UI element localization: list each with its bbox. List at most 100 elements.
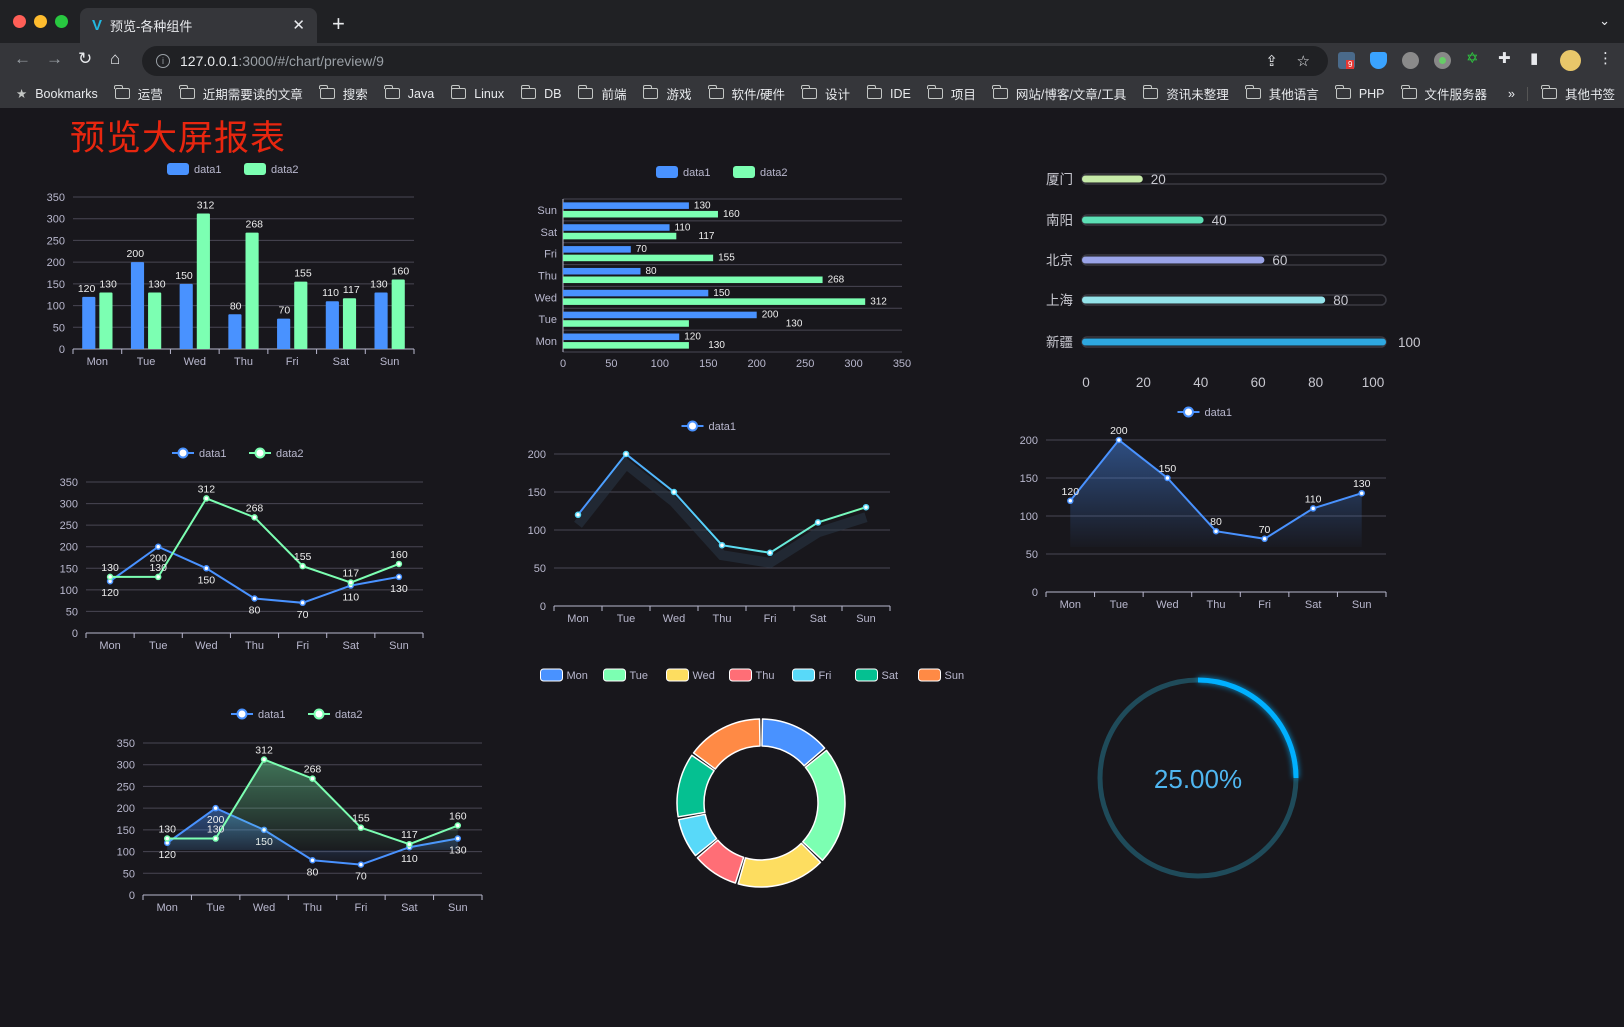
- legend-item-data1[interactable]: data1: [1177, 406, 1233, 419]
- gem-extension-icon[interactable]: [1370, 52, 1387, 69]
- site-info-icon[interactable]: i: [156, 54, 170, 68]
- y-tick-label: 300: [60, 499, 78, 511]
- point-data2-Thu: [309, 775, 316, 782]
- legend-item-data1[interactable]: data1: [231, 708, 286, 721]
- legend-item-Sat[interactable]: Sat: [855, 668, 899, 682]
- legend-item-Wed[interactable]: Wed: [666, 668, 715, 682]
- maximize-window-button[interactable]: [55, 15, 68, 28]
- bookmark-item[interactable]: 文件服务器: [1401, 84, 1488, 103]
- bookmark-item[interactable]: DB: [520, 85, 561, 101]
- y-tick-label: 0: [72, 628, 78, 640]
- legend-item-Thu[interactable]: Thu: [729, 668, 775, 682]
- bookmark-item[interactable]: 前端: [577, 84, 626, 103]
- legend-item-Sun[interactable]: Sun: [918, 668, 965, 682]
- donut-slice-Fri[interactable]: [677, 813, 718, 857]
- legend-item-data1[interactable]: data1: [681, 420, 737, 433]
- bar-data1-Fri: [277, 318, 291, 349]
- bookmark-item[interactable]: 设计: [801, 84, 850, 103]
- legend-item-Mon[interactable]: Mon: [540, 668, 588, 682]
- donut-slice-Wed[interactable]: [737, 842, 822, 888]
- bookmark-item[interactable]: Java: [384, 85, 434, 101]
- folder-icon: [1245, 85, 1261, 99]
- donut-slice-Sun[interactable]: [692, 718, 761, 770]
- progress-fill: [1082, 216, 1204, 224]
- menu-kebab-icon[interactable]: ⋮: [1598, 50, 1613, 67]
- bookmark-star-icon[interactable]: ☆: [1296, 53, 1310, 70]
- legend-item-Fri[interactable]: Fri: [792, 668, 832, 682]
- donut-slice-Tue[interactable]: [801, 749, 846, 861]
- more-bookmarks-button[interactable]: »: [1508, 86, 1528, 101]
- extensions-puzzle-icon[interactable]: ✚: [1498, 50, 1511, 67]
- browser-tab[interactable]: V 预览-各种组件 ✕: [80, 8, 317, 43]
- legend-item-Tue[interactable]: Tue: [603, 668, 649, 682]
- profile-avatar[interactable]: [1560, 50, 1581, 71]
- bookmark-item[interactable]: 网站/博客/文章/工具: [992, 84, 1126, 103]
- legend-marker: [313, 708, 325, 720]
- legend-item-data2[interactable]: data2: [308, 708, 363, 721]
- close-tab-icon[interactable]: ✕: [292, 17, 305, 34]
- data-label: 160: [392, 266, 410, 278]
- bookmark-item[interactable]: 运营: [114, 84, 163, 103]
- x-tick-label: Sun: [380, 356, 400, 368]
- bookmark-item[interactable]: PHP: [1335, 85, 1385, 101]
- donut-chart: Mon Tue Wed Thu Fri Sat Sun: [540, 668, 965, 888]
- bookmark-item[interactable]: 资讯未整理: [1142, 84, 1229, 103]
- minimize-window-button[interactable]: [34, 15, 47, 28]
- other-bookmarks[interactable]: 其他书签: [1541, 84, 1615, 103]
- bookmark-item[interactable]: Linux: [450, 85, 504, 101]
- data-label: 130: [390, 583, 408, 595]
- reload-icon[interactable]: ↻: [78, 49, 93, 68]
- data-label: 150: [198, 574, 216, 586]
- data-label: 155: [294, 268, 312, 280]
- y-tick-label: 50: [53, 322, 65, 334]
- legend-marker: [254, 447, 266, 459]
- extension-icon[interactable]: 9: [1338, 52, 1355, 69]
- data-label: 155: [718, 253, 735, 264]
- side-panel-icon[interactable]: ▮: [1530, 50, 1539, 67]
- bookmark-item[interactable]: 搜索: [319, 84, 368, 103]
- bookmark-label: 文件服务器: [1424, 88, 1488, 102]
- bookmark-item[interactable]: 项目: [927, 84, 976, 103]
- bookmark-item[interactable]: 近期需要读的文章: [179, 84, 303, 103]
- y-tick-label: 200: [117, 803, 135, 815]
- y-tick-label: 50: [66, 606, 78, 618]
- back-icon[interactable]: ←: [14, 49, 31, 68]
- command-extension-icon[interactable]: [1402, 52, 1419, 69]
- legend-item-data1[interactable]: data1: [172, 447, 227, 460]
- data-label: 110: [675, 222, 691, 233]
- address-bar[interactable]: i 127.0.0.1:3000/#/chart/preview/9 ⇪ ☆: [142, 46, 1328, 76]
- bar-data1-Sat: [325, 301, 339, 349]
- x-tick-label: Sat: [343, 640, 360, 652]
- donut-slice-Mon[interactable]: [761, 718, 826, 767]
- tab-search-chevron-icon[interactable]: ⌄: [1599, 13, 1610, 28]
- data-label: 80: [1210, 516, 1222, 528]
- y-tick-label: 0: [129, 890, 135, 902]
- share-icon[interactable]: ⇪: [1265, 53, 1278, 70]
- bookmark-item[interactable]: 其他语言: [1245, 84, 1319, 103]
- bar-data2-Thu: [563, 276, 823, 284]
- forward-icon[interactable]: →: [46, 49, 63, 68]
- new-tab-button[interactable]: +: [332, 11, 345, 36]
- donut-slice-Sat[interactable]: [676, 754, 715, 818]
- donut-slice-Thu[interactable]: [696, 839, 745, 884]
- legend-item-data1[interactable]: data1: [167, 163, 222, 176]
- bookmark-item[interactable]: ★ Bookmarks: [16, 86, 98, 102]
- data-label: 80: [307, 866, 319, 878]
- x-tick-label: Thu: [303, 902, 322, 914]
- bookmark-item[interactable]: 软件/硬件: [708, 84, 785, 103]
- legend-item-data2[interactable]: data2: [249, 447, 304, 460]
- legend-item-data1[interactable]: data1: [656, 166, 711, 179]
- extension-badge: 9: [1346, 60, 1355, 69]
- x-tick-label: 300: [844, 358, 862, 370]
- bookmark-item[interactable]: IDE: [866, 85, 911, 101]
- bar-data2-Thu: [245, 232, 259, 349]
- line-shadow: [574, 456, 868, 569]
- star-extension-icon[interactable]: ✡: [1466, 50, 1479, 67]
- close-window-button[interactable]: [13, 15, 26, 28]
- browser-tab-bar: V 预览-各种组件 ✕ + ⌄: [0, 0, 1624, 43]
- bookmark-item[interactable]: 游戏: [642, 84, 692, 103]
- legend-item-data2[interactable]: data2: [244, 163, 299, 176]
- home-icon[interactable]: ⌂: [110, 49, 121, 68]
- green-dot-extension-icon[interactable]: [1434, 52, 1451, 69]
- legend-item-data2[interactable]: data2: [733, 166, 788, 179]
